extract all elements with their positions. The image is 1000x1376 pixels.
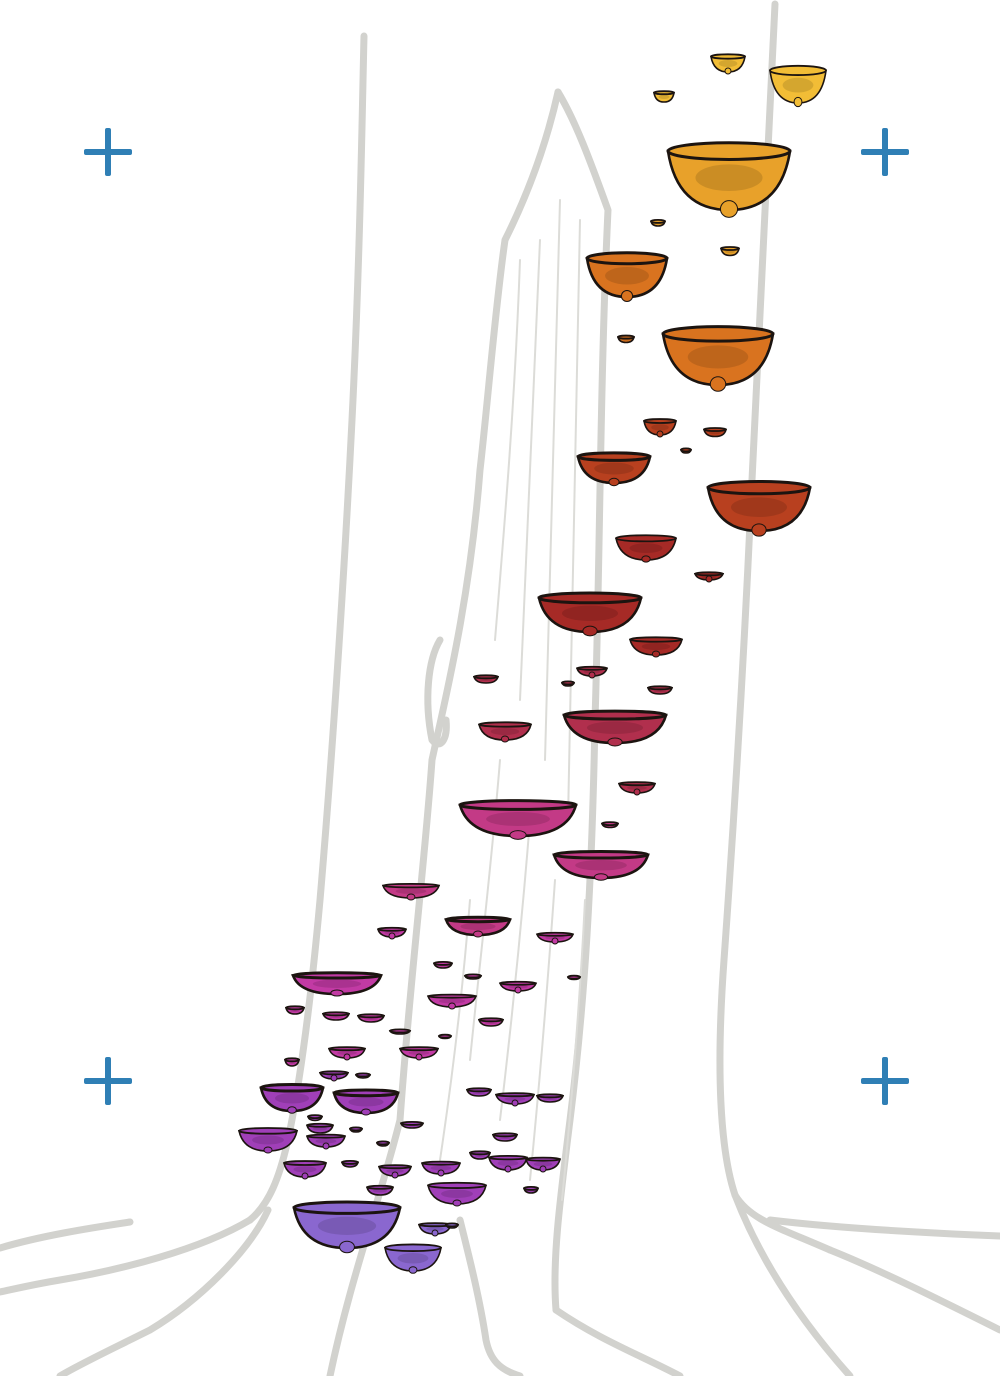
bracket-fungus — [306, 1114, 324, 1122]
bracket-fungus — [259, 1082, 325, 1114]
bracket-fungus — [375, 1140, 391, 1147]
registration-cross-icon — [84, 128, 132, 176]
bracket-fungus — [381, 882, 441, 901]
bracket-fungus — [643, 418, 677, 438]
registration-cross-icon — [84, 1057, 132, 1105]
bracket-fungus — [399, 1120, 425, 1129]
bracket-fungus — [305, 1122, 335, 1134]
bracket-fungus — [615, 534, 677, 563]
bracket-fungus — [649, 218, 667, 227]
bracket-fungus — [653, 90, 675, 103]
bracket-fungus — [576, 451, 652, 487]
bracket-fungus — [679, 447, 693, 454]
bracket-fungus — [377, 1164, 413, 1179]
bracket-fungus — [432, 960, 454, 969]
bracket-fungus — [426, 993, 478, 1010]
bracket-fungus — [365, 1184, 395, 1196]
bracket-fungus — [720, 246, 740, 257]
bracket-fungus — [477, 1017, 505, 1027]
bracket-fungus — [628, 636, 684, 658]
bracket-fungus — [348, 1126, 364, 1133]
bracket-fungus — [437, 1033, 453, 1040]
bracket-fungus — [646, 685, 674, 695]
bracket-fungus — [575, 665, 609, 679]
bracket-fungus — [566, 974, 582, 981]
bracket-fungus — [417, 1222, 453, 1237]
registration-cross-icon — [861, 1057, 909, 1105]
bracket-fungus — [661, 325, 775, 392]
bracket-fungus — [468, 1150, 492, 1160]
registration-cross-icon — [861, 128, 909, 176]
bracket-fungus — [552, 849, 650, 881]
bracket-fungus — [498, 980, 538, 994]
bracket-fungus — [354, 1072, 372, 1079]
bracket-fungus — [769, 64, 827, 108]
bracket-fungi-cluster — [238, 53, 827, 1274]
bracket-fungus — [562, 709, 668, 747]
bracket-fungus — [600, 821, 620, 829]
bracket-fungus — [384, 1243, 442, 1274]
bracket-fungus — [420, 1160, 462, 1177]
bracket-fungus — [284, 1057, 300, 1067]
bracket-fungus — [321, 1011, 351, 1021]
bracket-fungus — [444, 1222, 460, 1229]
bracket-fungus — [444, 915, 512, 938]
bracket-fungus — [560, 680, 576, 687]
bracket-fungus — [318, 1070, 350, 1082]
bracket-fungus — [282, 1160, 328, 1180]
bracket-fungus — [458, 799, 578, 840]
bracket-fungus — [472, 674, 500, 684]
bark-texture — [439, 199, 586, 1201]
bracket-fungus — [494, 1092, 536, 1107]
bracket-fungus — [398, 1046, 440, 1061]
bracket-fungus — [285, 1005, 305, 1015]
bracket-fungus — [617, 334, 635, 344]
bracket-fungus — [487, 1154, 529, 1173]
bracket-fungus — [238, 1127, 298, 1154]
bracket-fungus — [666, 141, 792, 218]
bracket-fungus — [522, 1185, 540, 1194]
bracket-fungus — [356, 1013, 386, 1023]
bracket-fungus — [524, 1156, 562, 1173]
bracket-fungus — [465, 1087, 493, 1097]
bracket-fungus — [376, 926, 408, 940]
bracket-fungus — [291, 971, 383, 997]
bracket-fungus — [693, 571, 725, 583]
bracket-fungus — [463, 973, 483, 980]
bracket-fungus — [340, 1159, 360, 1168]
bracket-fungus — [710, 53, 746, 75]
bracket-fungus — [537, 591, 643, 637]
bracket-fungus — [702, 427, 728, 438]
bracket-fungus — [388, 1028, 412, 1035]
bracket-fungus — [535, 931, 575, 945]
bracket-fungus — [706, 479, 812, 537]
bracket-fungus — [332, 1088, 400, 1116]
bracket-fungus — [426, 1181, 488, 1207]
bracket-fungus — [292, 1200, 402, 1254]
bracket-fungus — [585, 251, 669, 302]
bracket-fungus — [491, 1132, 519, 1142]
bracket-fungus — [535, 1093, 565, 1103]
bracket-fungus — [477, 721, 533, 743]
bracket-fungus — [617, 781, 657, 796]
bracket-fungus — [327, 1046, 367, 1061]
bracket-fungus — [305, 1133, 347, 1150]
